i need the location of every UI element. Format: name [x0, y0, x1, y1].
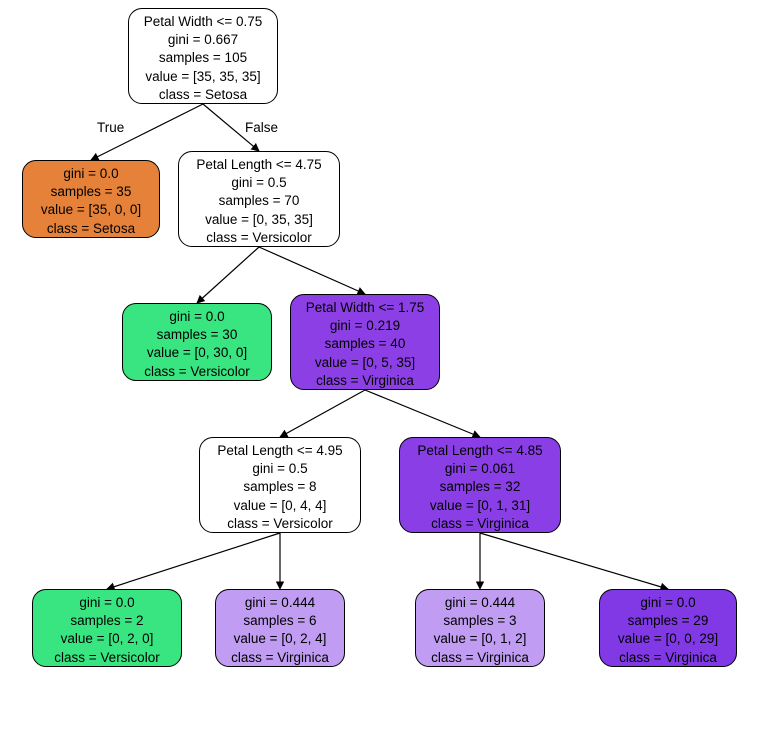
- edge-n4-n6: [365, 390, 480, 437]
- tree-node-n3: gini = 0.0 samples = 30 value = [0, 30, …: [122, 303, 272, 381]
- tree-node-n1: gini = 0.0 samples = 35 value = [35, 0, …: [22, 160, 160, 238]
- tree-node-n7: gini = 0.0 samples = 2 value = [0, 2, 0]…: [32, 589, 182, 667]
- tree-node-n4: Petal Width <= 1.75 gini = 0.219 samples…: [290, 294, 440, 390]
- edge-n5-n7: [107, 533, 280, 589]
- edge-label-false: False: [245, 120, 278, 135]
- tree-node-n9: gini = 0.444 samples = 3 value = [0, 1, …: [415, 589, 545, 667]
- tree-node-n8: gini = 0.444 samples = 6 value = [0, 2, …: [215, 589, 345, 667]
- tree-node-n6: Petal Length <= 4.85 gini = 0.061 sample…: [399, 437, 561, 533]
- edge-n2-n3: [197, 247, 259, 303]
- tree-node-n0: Petal Width <= 0.75 gini = 0.667 samples…: [128, 8, 278, 104]
- edge-n2-n4: [259, 247, 365, 294]
- edge-label-true: True: [97, 120, 124, 135]
- tree-node-n5: Petal Length <= 4.95 gini = 0.5 samples …: [199, 437, 361, 533]
- edge-n4-n5: [280, 390, 365, 437]
- tree-node-n2: Petal Length <= 4.75 gini = 0.5 samples …: [178, 151, 340, 247]
- edge-n6-n10: [480, 533, 668, 589]
- tree-node-n10: gini = 0.0 samples = 29 value = [0, 0, 2…: [599, 589, 737, 667]
